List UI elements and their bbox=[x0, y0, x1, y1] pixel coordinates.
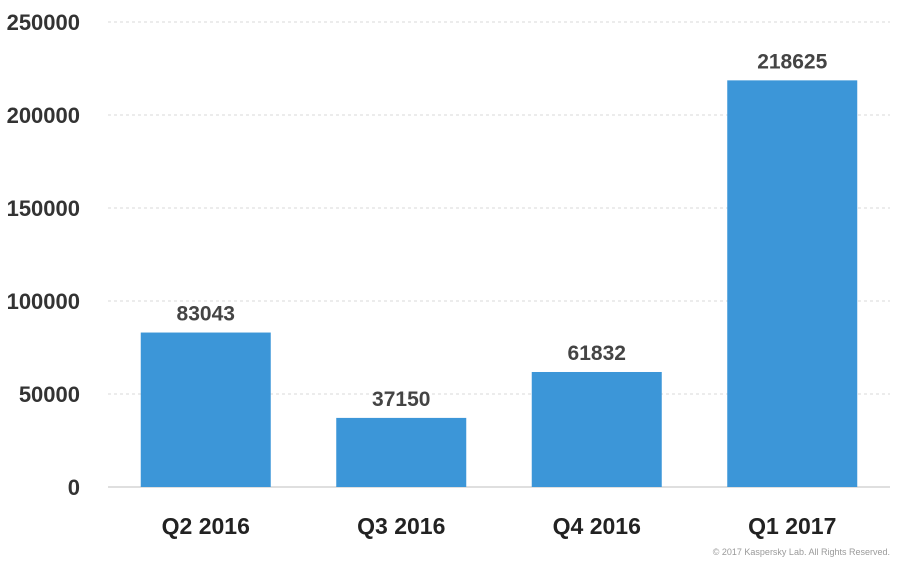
copyright-notice: © 2017 Kaspersky Lab. All Rights Reserve… bbox=[712, 547, 890, 557]
category-label: Q3 2016 bbox=[357, 513, 445, 539]
data-label: 37150 bbox=[372, 388, 430, 411]
bars bbox=[140, 80, 858, 488]
bar bbox=[531, 371, 662, 487]
data-labels: 83043 37150 61832 218625 bbox=[177, 50, 828, 411]
bar bbox=[727, 80, 858, 488]
y-tick-label: 250000 bbox=[7, 10, 80, 35]
bar bbox=[140, 332, 271, 487]
data-label: 218625 bbox=[757, 50, 827, 73]
bar bbox=[336, 417, 467, 487]
y-tick-label: 0 bbox=[68, 475, 80, 500]
category-label: Q4 2016 bbox=[553, 513, 641, 539]
category-label: Q2 2016 bbox=[162, 513, 250, 539]
y-tick-label: 100000 bbox=[7, 289, 80, 314]
y-tick-label: 150000 bbox=[7, 196, 80, 221]
category-label: Q1 2017 bbox=[748, 513, 836, 539]
data-label: 83043 bbox=[177, 303, 235, 326]
y-tick-label: 50000 bbox=[19, 382, 80, 407]
x-axis-category-labels: Q2 2016 Q3 2016 Q4 2016 Q1 2017 bbox=[162, 513, 837, 539]
y-axis-tick-labels: 0 50000 100000 150000 200000 250000 bbox=[7, 10, 80, 500]
y-tick-label: 200000 bbox=[7, 103, 80, 128]
data-label: 61832 bbox=[568, 342, 626, 365]
